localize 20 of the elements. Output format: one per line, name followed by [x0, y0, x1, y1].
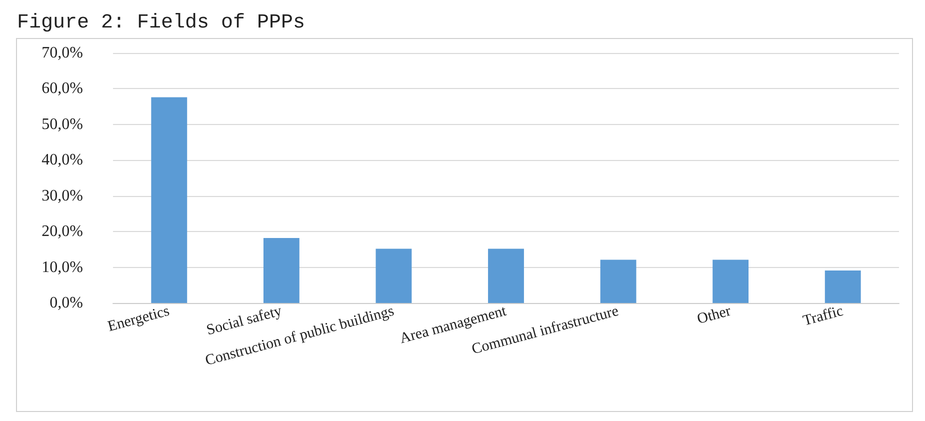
bar [712, 260, 749, 303]
y-tick-label: 50,0% [42, 116, 83, 133]
x-tick-label: Energetics [106, 303, 172, 336]
bar [600, 260, 636, 303]
bar [488, 248, 524, 303]
y-tick-label: 40,0% [42, 152, 83, 169]
chart-title: Figure 2: Fields of PPPs [17, 12, 306, 34]
y-tick-label: 70,0% [42, 44, 83, 62]
bar [376, 248, 412, 303]
x-tick-label: Traffic [801, 303, 846, 330]
y-tick-label: 30,0% [42, 187, 83, 204]
bar [263, 238, 300, 303]
y-tick-label: 0,0% [50, 294, 83, 312]
x-tick-label: Other [696, 303, 733, 328]
bar [824, 270, 861, 303]
x-tick-label: Social safety [204, 303, 284, 339]
bar [151, 97, 188, 303]
y-tick-label: 20,0% [42, 223, 83, 240]
y-tick-label: 60,0% [42, 80, 83, 98]
y-tick-label: 10,0% [42, 258, 83, 276]
